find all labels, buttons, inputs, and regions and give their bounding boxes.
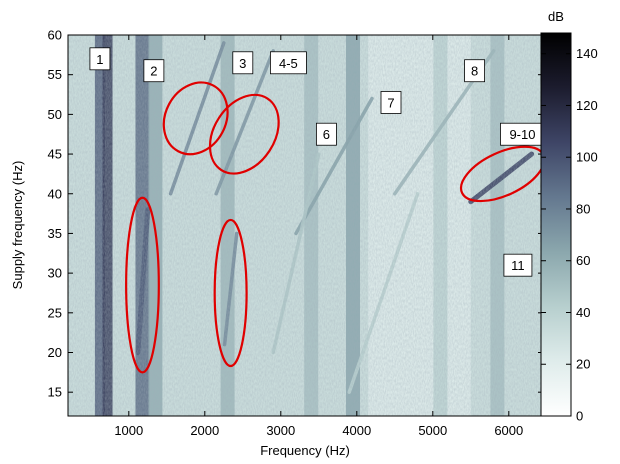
- colorbar-tick-label-40: 40: [576, 305, 590, 320]
- y-tick-label-20: 20: [48, 345, 62, 360]
- annotation-label: 9-10: [509, 127, 535, 142]
- annotation-box: [269, 51, 307, 75]
- annotation-label: 7: [387, 95, 394, 110]
- x-tick-label-4000: 4000: [342, 423, 371, 438]
- colorbar-label: dB: [548, 9, 564, 24]
- y-tick-label-50: 50: [48, 107, 62, 122]
- x-axis-ticks: 1000 2000 3000 4000 5000 6000: [114, 35, 523, 438]
- annotation-8: 9-10: [500, 122, 545, 146]
- colorbar-tick-label-100: 100: [576, 150, 598, 165]
- y-tick-label-40: 40: [48, 186, 62, 201]
- y-tick-label-30: 30: [48, 266, 62, 281]
- annotation-label: 1: [96, 52, 103, 67]
- annotation-6: 7: [380, 91, 402, 114]
- y-axis-title: Supply frequency (Hz): [10, 161, 25, 290]
- annotation-box: [315, 122, 337, 146]
- annotation-box: [380, 91, 402, 114]
- y-tick-label-15: 15: [48, 385, 62, 400]
- y-tick-label-25: 25: [48, 305, 62, 320]
- x-tick-label-6000: 6000: [494, 423, 523, 438]
- annotation-9: 11: [503, 253, 533, 277]
- annotation-1: 1: [89, 47, 111, 71]
- y-tick-label-35: 35: [48, 226, 62, 241]
- annotation-box: [232, 51, 254, 75]
- x-tick-label-2000: 2000: [190, 423, 219, 438]
- annotation-box: [503, 253, 533, 277]
- annotation-box: [464, 59, 486, 83]
- annotation-label: 8: [471, 64, 478, 79]
- highlight-ellipse-4: [213, 218, 248, 368]
- colorbar-tick-label-140: 140: [576, 46, 598, 61]
- annotation-label: 11: [511, 258, 525, 273]
- grain-overlay: [68, 35, 543, 416]
- colorbar-tick-label-80: 80: [576, 201, 590, 216]
- highlight-ellipse-3: [208, 93, 280, 175]
- annotation-2: 2: [143, 59, 165, 83]
- x-tick-label-5000: 5000: [418, 423, 447, 438]
- colorbar-ramp: [540, 32, 572, 417]
- x-tick-label-3000: 3000: [266, 423, 295, 438]
- colorbar-tick-label-120: 120: [576, 98, 598, 113]
- highlight-ellipse-2: [162, 81, 229, 156]
- annotation-label: 4-5: [279, 56, 298, 71]
- annotation-box: [143, 59, 165, 83]
- y-tick-label-60: 60: [48, 28, 62, 43]
- annotation-label: 6: [323, 127, 330, 142]
- annotation-4: 4-5: [269, 51, 307, 75]
- y-axis-ticks: 15 20 25 30 35 40 45 50 55 60: [48, 28, 543, 400]
- annotation-7: 8: [464, 59, 486, 83]
- colorbar-ticks: 0 20 40 60 80 100 120 140: [541, 46, 598, 424]
- x-axis-title: Frequency (Hz): [260, 443, 350, 458]
- annotation-labels: 1 2 3 4-5 6 7 8 9-10 11: [89, 47, 545, 277]
- y-tick-label-55: 55: [48, 67, 62, 82]
- annotation-3: 3: [232, 51, 254, 75]
- colorbar: dB 0 20 40 60 80 100 120 140: [540, 9, 598, 424]
- annotation-label: 3: [239, 56, 246, 71]
- x-tick-label-1000: 1000: [114, 423, 143, 438]
- colorbar-tick-label-20: 20: [576, 357, 590, 372]
- annotation-5: 6: [315, 122, 337, 146]
- highlighted-regions: [125, 81, 546, 374]
- colorbar-tick-label-0: 0: [576, 409, 583, 424]
- y-tick-label-45: 45: [48, 147, 62, 162]
- annotation-box: [89, 47, 111, 71]
- annotation-label: 2: [150, 64, 157, 79]
- colorbar-tick-label-60: 60: [576, 253, 590, 268]
- highlight-ellipse-1: [125, 196, 160, 374]
